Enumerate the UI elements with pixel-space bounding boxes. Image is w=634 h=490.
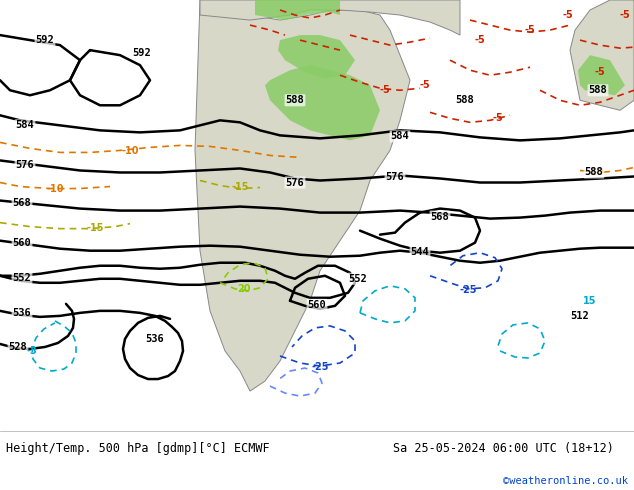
Text: -5: -5 <box>420 80 430 90</box>
Polygon shape <box>255 0 340 20</box>
Polygon shape <box>278 35 355 78</box>
Text: 552: 552 <box>349 274 367 284</box>
Text: 568: 568 <box>430 212 450 221</box>
Text: -5: -5 <box>475 35 486 45</box>
Text: 576: 576 <box>385 172 404 182</box>
Text: -5: -5 <box>562 10 573 20</box>
Polygon shape <box>200 0 460 35</box>
Text: 536: 536 <box>13 308 31 318</box>
Text: 584: 584 <box>391 131 410 142</box>
Text: 552: 552 <box>13 273 31 283</box>
Text: 576: 576 <box>286 177 304 188</box>
Polygon shape <box>578 55 625 95</box>
Text: -5: -5 <box>524 25 535 35</box>
Text: -15: -15 <box>86 222 104 233</box>
Polygon shape <box>265 65 380 141</box>
Text: 592: 592 <box>133 48 152 58</box>
Text: 544: 544 <box>411 246 429 257</box>
Polygon shape <box>570 0 634 110</box>
Text: -25: -25 <box>459 285 477 295</box>
Text: 560: 560 <box>307 300 327 310</box>
Text: 512: 512 <box>571 311 590 321</box>
Text: 588: 588 <box>456 95 474 105</box>
Text: -10: -10 <box>121 147 139 156</box>
Text: 588: 588 <box>286 95 304 105</box>
Text: -5: -5 <box>619 10 630 20</box>
Text: Height/Temp. 500 hPa [gdmp][°C] ECMWF: Height/Temp. 500 hPa [gdmp][°C] ECMWF <box>6 442 270 455</box>
Text: ©weatheronline.co.uk: ©weatheronline.co.uk <box>503 476 628 486</box>
Text: -3: -3 <box>27 346 37 356</box>
Text: 528: 528 <box>9 342 27 352</box>
Text: -5: -5 <box>595 67 605 77</box>
Text: 576: 576 <box>16 160 34 171</box>
Text: 20: 20 <box>237 284 251 294</box>
Text: -25: -25 <box>311 362 329 372</box>
Text: 584: 584 <box>16 121 34 130</box>
Text: 560: 560 <box>13 238 31 247</box>
Text: 588: 588 <box>585 168 604 177</box>
Text: -5: -5 <box>380 85 391 95</box>
Text: 592: 592 <box>36 35 55 45</box>
Text: 588: 588 <box>588 85 607 95</box>
Text: 15: 15 <box>583 296 597 306</box>
Text: -10: -10 <box>586 168 604 177</box>
Text: -15: -15 <box>231 181 249 192</box>
Text: -10: -10 <box>46 184 64 194</box>
Text: 536: 536 <box>146 334 164 344</box>
Text: 568: 568 <box>13 197 31 208</box>
Text: -5: -5 <box>493 113 503 123</box>
Polygon shape <box>195 0 410 391</box>
Text: Sa 25-05-2024 06:00 UTC (18+12): Sa 25-05-2024 06:00 UTC (18+12) <box>393 442 614 455</box>
